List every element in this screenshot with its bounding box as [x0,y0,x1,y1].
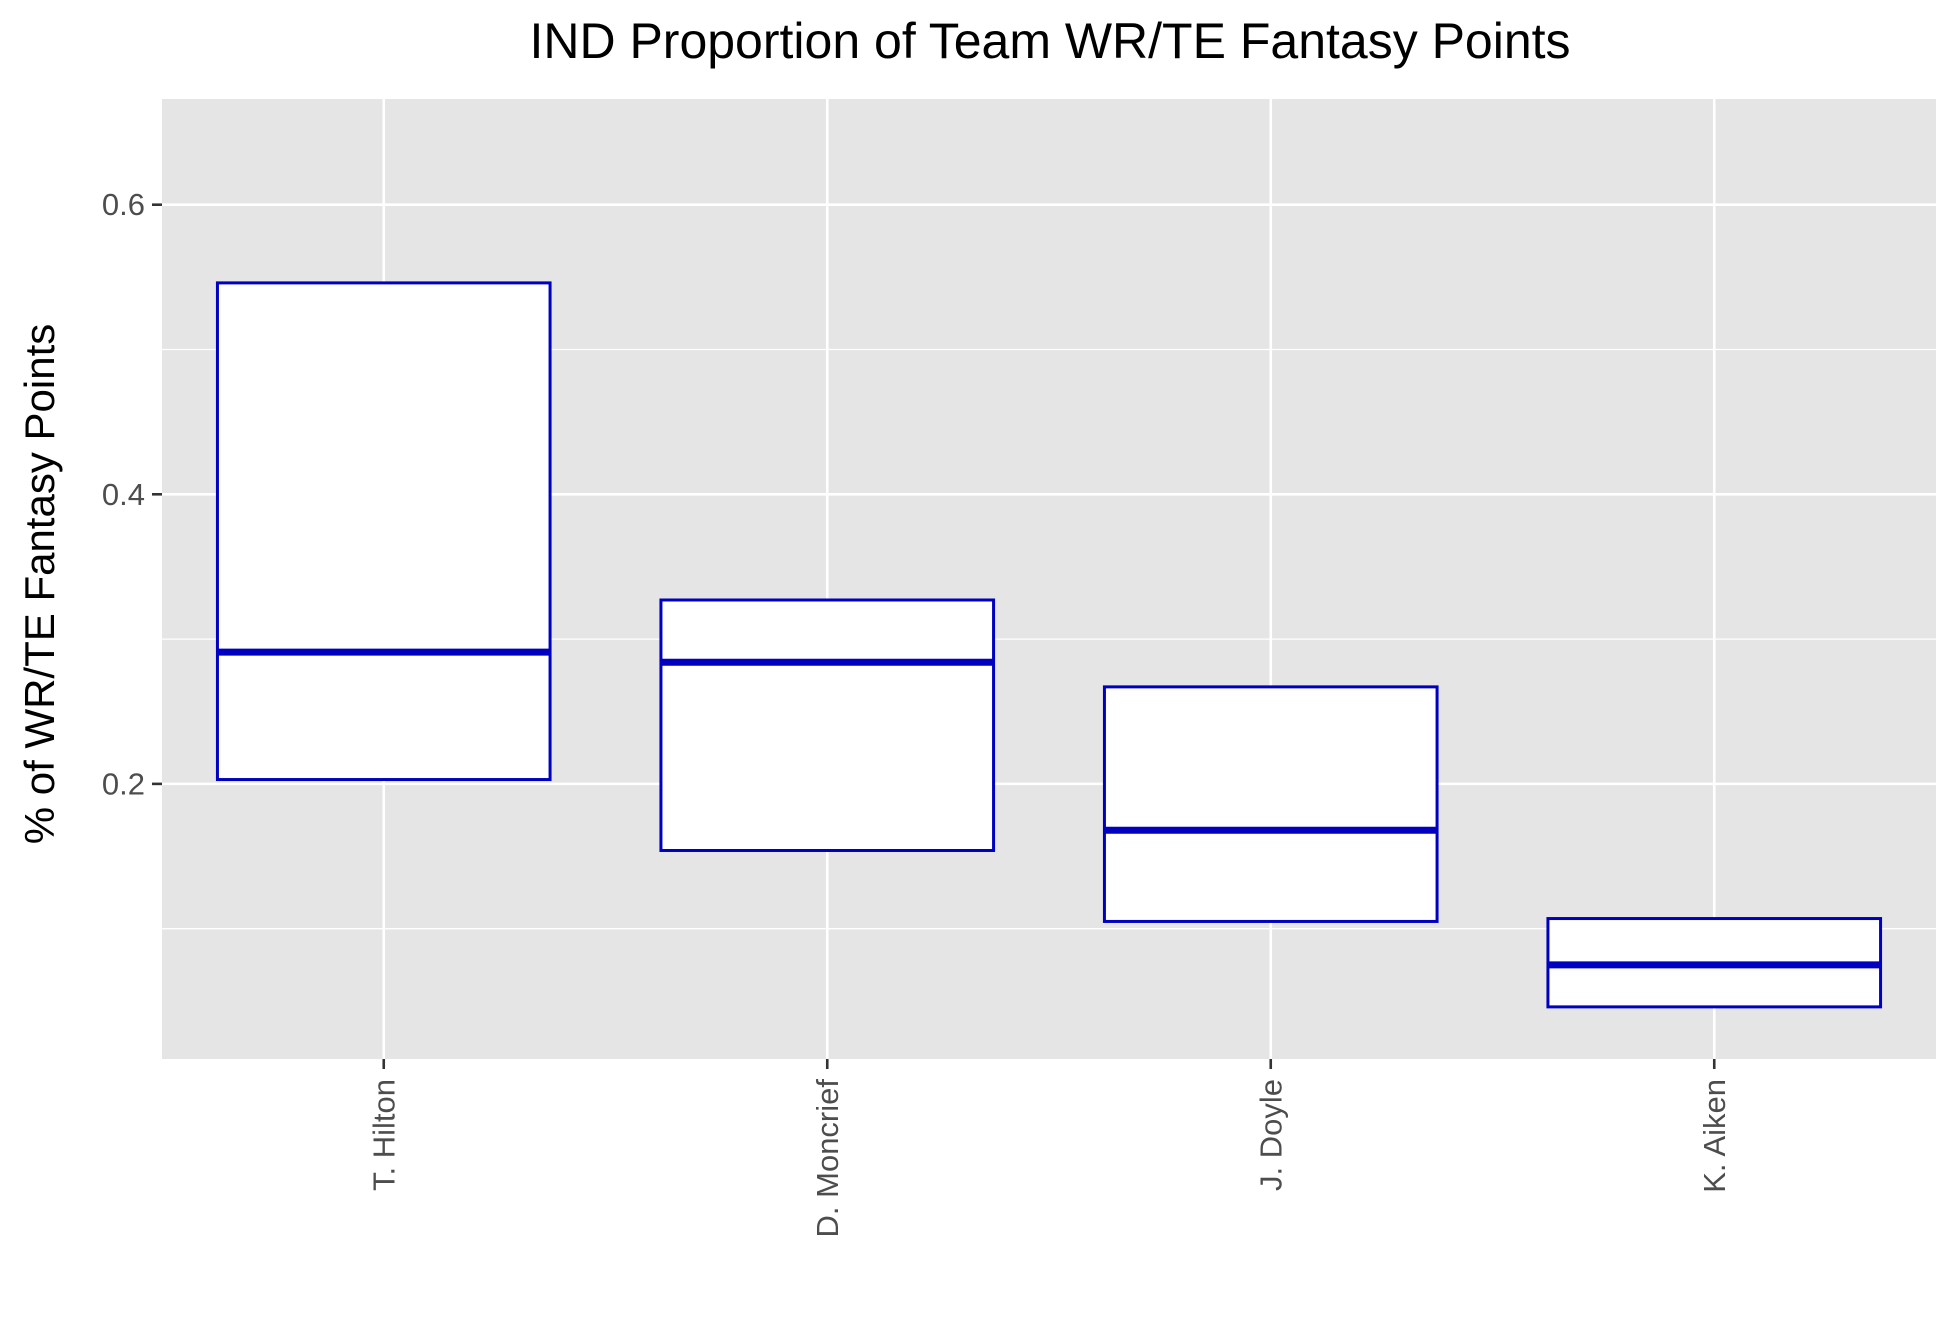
boxes [215,281,1883,1009]
box [1102,685,1439,923]
x-tick-label: D. Moncrief [810,1079,845,1238]
box [215,281,552,782]
chart-title: IND Proportion of Team WR/TE Fantasy Poi… [529,13,1571,69]
x-tick-label: T. Hilton [366,1079,401,1191]
y-tick-label: 0.2 [102,766,145,801]
box [659,598,996,852]
x-tick-label: J. Doyle [1253,1079,1288,1191]
axes: 0.2 0.4 0.6 T. Hilton D. Moncrief J. Doyle K. … [102,187,1732,1237]
y-tick-label: 0.6 [102,187,145,222]
y-tick-label: 0.4 [102,477,145,512]
x-tick-label: K. Aiken [1697,1079,1732,1193]
